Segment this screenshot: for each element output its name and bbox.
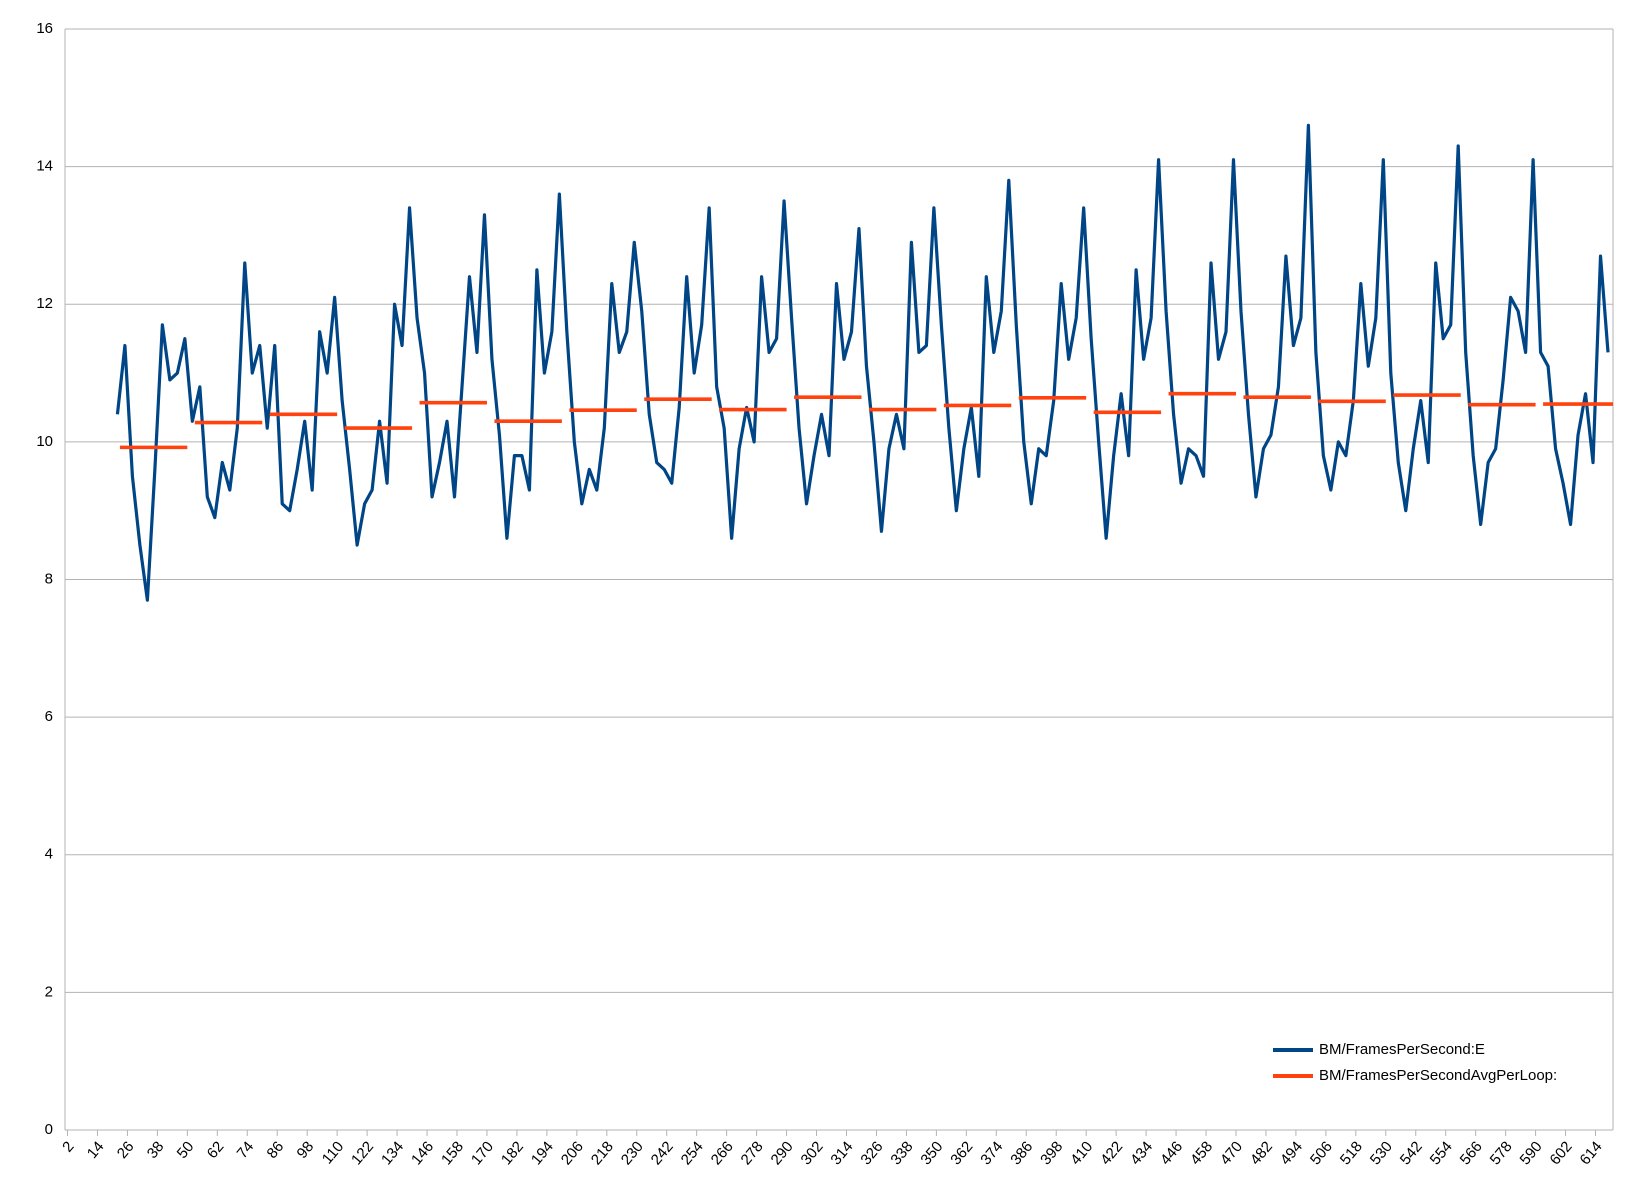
- legend-item: BM/FramesPerSecondAvgPerLoop:: [1273, 1067, 1557, 1084]
- x-tick-label: 254: [678, 1138, 707, 1168]
- x-tick-label: 386: [1007, 1138, 1036, 1168]
- x-tick-label: 110: [319, 1138, 347, 1167]
- x-tick-label: 62: [204, 1138, 228, 1162]
- x-tick-label: 602: [1547, 1138, 1576, 1168]
- y-tick-label: 2: [45, 983, 53, 1000]
- x-tick-label: 158: [438, 1138, 467, 1168]
- x-tick-label: 590: [1517, 1138, 1546, 1168]
- x-tick-label: 50: [174, 1138, 198, 1162]
- y-tick-label: 0: [45, 1121, 53, 1138]
- x-tick-label: 2: [59, 1138, 77, 1155]
- x-tick-label: 182: [498, 1138, 527, 1168]
- x-tick-label: 554: [1427, 1138, 1456, 1168]
- data-line: [115, 123, 1610, 602]
- x-tick-label: 614: [1577, 1138, 1606, 1168]
- y-tick-label: 6: [45, 708, 53, 725]
- x-tick-label: 14: [84, 1138, 108, 1162]
- x-tick-label: 122: [348, 1138, 377, 1168]
- x-tick-label: 338: [887, 1138, 916, 1168]
- y-tick-label: 16: [36, 20, 53, 37]
- x-tick-label: 314: [827, 1138, 856, 1168]
- x-tick-label: 146: [408, 1138, 437, 1168]
- x-tick-label: 470: [1217, 1138, 1246, 1168]
- x-tick-label: 74: [234, 1138, 258, 1162]
- y-tick-label: 14: [36, 158, 53, 175]
- x-tick-label: 566: [1457, 1138, 1486, 1168]
- x-tick-label: 506: [1307, 1138, 1336, 1168]
- legend-item: BM/FramesPerSecond:E: [1273, 1041, 1485, 1058]
- x-tick-label: 302: [798, 1138, 827, 1168]
- x-tick-label: 86: [264, 1138, 288, 1162]
- x-tick-label: 266: [708, 1138, 737, 1168]
- x-tick-label: 38: [144, 1138, 168, 1162]
- x-tick-label: 170: [468, 1138, 497, 1168]
- y-tick-label: 10: [36, 433, 53, 450]
- x-tick-label: 434: [1127, 1138, 1156, 1168]
- x-tick-label: 530: [1367, 1138, 1396, 1168]
- legend-label: BM/FramesPerSecond:E: [1319, 1041, 1485, 1058]
- x-tick-label: 578: [1487, 1138, 1516, 1168]
- x-tick-label: 230: [618, 1138, 647, 1168]
- x-tick-label: 218: [588, 1138, 617, 1168]
- x-tick-label: 374: [977, 1138, 1006, 1168]
- y-tick-label: 4: [45, 846, 53, 863]
- y-tick-label: 12: [36, 295, 53, 312]
- x-tick-label: 446: [1157, 1138, 1186, 1168]
- x-tick-label: 422: [1097, 1138, 1126, 1168]
- x-tick-label: 494: [1277, 1138, 1306, 1168]
- x-tick-label: 458: [1187, 1138, 1216, 1168]
- x-tick-label: 518: [1337, 1138, 1366, 1168]
- legend-label: BM/FramesPerSecondAvgPerLoop:: [1319, 1067, 1557, 1084]
- x-tick-label: 134: [378, 1138, 407, 1168]
- x-tick-label: 542: [1397, 1138, 1426, 1168]
- x-tick-label: 278: [738, 1138, 767, 1168]
- x-tick-label: 326: [857, 1138, 886, 1168]
- x-tick-label: 206: [558, 1138, 587, 1168]
- y-tick-label: 8: [45, 570, 53, 587]
- x-tick-label: 350: [917, 1138, 946, 1168]
- x-tick-label: 482: [1247, 1138, 1276, 1168]
- x-tick-label: 398: [1037, 1138, 1066, 1168]
- x-tick-label: 26: [114, 1138, 138, 1162]
- x-tick-label: 290: [768, 1138, 797, 1168]
- x-tick-label: 242: [648, 1138, 677, 1168]
- x-tick-label: 98: [294, 1138, 318, 1162]
- x-tick-label: 410: [1067, 1138, 1096, 1168]
- x-tick-label: 362: [947, 1138, 976, 1168]
- x-tick-label: 194: [528, 1138, 557, 1168]
